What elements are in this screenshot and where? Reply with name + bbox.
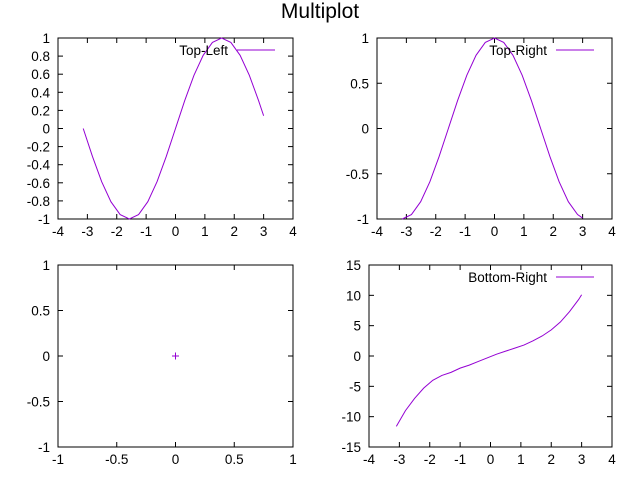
top-left-y-tick-label: 0.4 xyxy=(31,85,50,100)
bottom-right-y-tick-label: -15 xyxy=(341,440,361,455)
top-left-x-tick-label: 2 xyxy=(230,224,238,239)
bottom-left-y-tick-label: 0.5 xyxy=(31,304,50,319)
top-right-x-tick-label: -4 xyxy=(371,224,383,239)
bottom-right-x-tick-label: 0 xyxy=(487,452,495,467)
chart-title: Multiplot xyxy=(280,0,360,23)
top-left-legend-label: Top-Left xyxy=(179,43,228,58)
top-left-y-tick-label: 1 xyxy=(42,31,50,46)
bottom-right-x-tick-label: 1 xyxy=(517,452,525,467)
top-right-y-tick-label: 0 xyxy=(361,122,369,137)
bottom-left-y-tick-label: 1 xyxy=(42,258,50,273)
top-right-x-tick-label: 4 xyxy=(608,224,616,239)
top-right-x-tick-label: -2 xyxy=(430,224,442,239)
top-right-y-tick-label: 1 xyxy=(361,31,369,46)
top-left-y-tick-label: -1 xyxy=(38,212,50,227)
top-right-y-tick-label: -1 xyxy=(357,212,369,227)
top-right-y-tick-label: -0.5 xyxy=(346,167,369,182)
top-right-x-tick-label: 1 xyxy=(520,224,528,239)
bottom-right-x-tick-label: 2 xyxy=(547,452,555,467)
bottom-right-x-tick-label: 4 xyxy=(608,452,616,467)
bottom-left-y-tick-label: -0.5 xyxy=(27,395,50,410)
top-left-y-tick-label: 0.6 xyxy=(31,67,50,82)
top-left-y-tick-label: -0.2 xyxy=(27,140,50,155)
top-right-x-tick-label: -1 xyxy=(459,224,471,239)
top-left-x-tick-label: 0 xyxy=(172,224,180,239)
top-right-plot-frame xyxy=(376,37,613,220)
bottom-left-data-point xyxy=(172,352,179,360)
bottom-right-legend-label: Bottom-Right xyxy=(468,270,547,285)
bottom-right-y-tick-label: -5 xyxy=(349,379,361,394)
top-left-y-tick-label: 0.8 xyxy=(31,49,50,64)
top-left-y-tick-label: -0.8 xyxy=(27,194,50,209)
top-right-x-tick-label: -3 xyxy=(400,224,412,239)
bottom-right-series-line xyxy=(395,294,583,427)
bottom-left-x-tick-label: -0.5 xyxy=(105,452,128,467)
bottom-left-x-tick-label: -1 xyxy=(52,452,64,467)
bottom-right-x-tick-label: 3 xyxy=(578,452,586,467)
top-left-x-tick-label: 4 xyxy=(289,224,297,239)
top-left-y-tick-label: 0.2 xyxy=(31,103,50,118)
top-right-x-tick-label: 0 xyxy=(491,224,499,239)
bottom-right-x-tick-label: -4 xyxy=(363,452,375,467)
bottom-right-x-tick-label: -1 xyxy=(454,452,466,467)
top-left-x-tick-label: 1 xyxy=(201,224,209,239)
bottom-right-y-tick-label: 0 xyxy=(353,349,361,364)
top-right-x-tick-label: 2 xyxy=(549,224,557,239)
top-left-y-tick-label: 0 xyxy=(42,122,50,137)
top-right-series-line xyxy=(402,37,583,220)
top-right-x-tick-label: 3 xyxy=(579,224,587,239)
top-left-series-line xyxy=(82,37,265,220)
bottom-left-x-tick-label: 1 xyxy=(289,452,297,467)
top-left-y-tick-label: -0.4 xyxy=(27,158,51,173)
top-left-x-tick-label: 3 xyxy=(260,224,268,239)
top-left-x-tick-label: -1 xyxy=(140,224,152,239)
bottom-left-y-tick-label: 0 xyxy=(42,349,50,364)
bottom-left-x-tick-label: 0.5 xyxy=(225,452,244,467)
bottom-left-y-tick-label: -1 xyxy=(38,440,50,455)
bottom-right-y-tick-label: -10 xyxy=(341,410,361,425)
top-left-x-tick-label: -2 xyxy=(111,224,123,239)
bottom-right-x-tick-label: -2 xyxy=(424,452,436,467)
bottom-right-x-tick-label: -3 xyxy=(393,452,405,467)
top-right-y-tick-label: 0.5 xyxy=(350,76,369,91)
bottom-right-y-tick-label: 5 xyxy=(353,319,361,334)
bottom-right-y-tick-label: 15 xyxy=(346,258,361,273)
top-left-y-tick-label: -0.6 xyxy=(27,176,50,191)
top-left-x-tick-label: -3 xyxy=(81,224,93,239)
top-right-legend-label: Top-Right xyxy=(489,43,547,58)
bottom-right-plot-frame xyxy=(368,264,613,448)
bottom-right-y-tick-label: 10 xyxy=(346,288,361,303)
bottom-left-x-tick-label: 0 xyxy=(172,452,180,467)
top-left-x-tick-label: -4 xyxy=(52,224,64,239)
